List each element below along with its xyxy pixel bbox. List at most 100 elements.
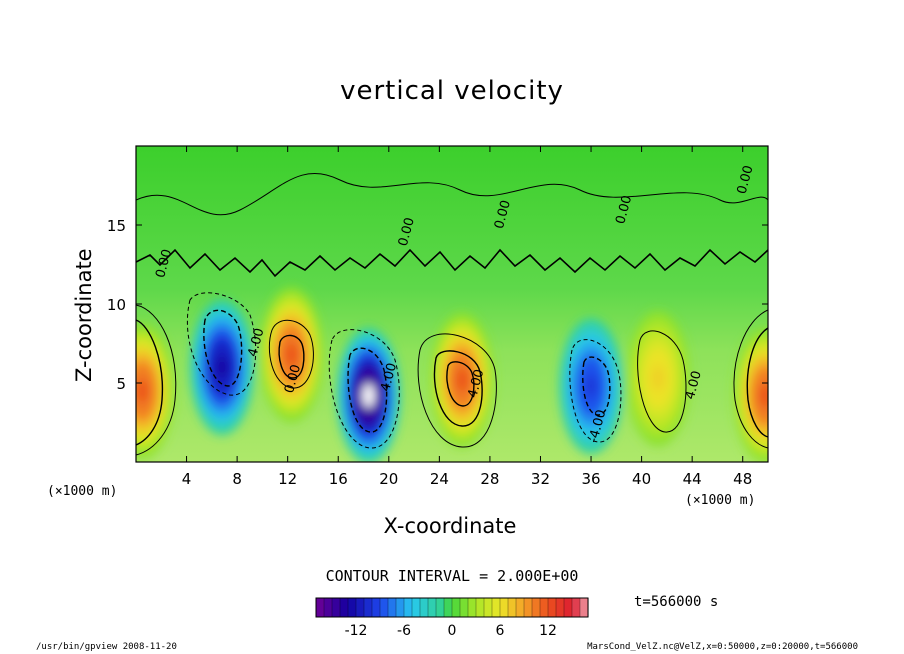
velocity-cell	[336, 327, 401, 462]
colorbar-swatch	[315, 597, 325, 618]
contour-lines	[136, 172, 768, 456]
contour-label: 4.00	[378, 361, 400, 393]
contour-line	[417, 333, 497, 448]
velocity-cell	[136, 322, 175, 459]
x-axis: 4 8 12 16 20 24 28 32 36 40 44 48	[182, 146, 752, 488]
colorbar-swatch	[515, 597, 525, 618]
chart-title: vertical velocity	[340, 76, 564, 106]
colorbar-swatch	[531, 597, 541, 618]
contour-line	[328, 329, 400, 449]
cell-core	[362, 383, 375, 408]
contour-label: 4.00	[683, 369, 705, 401]
contour-line	[637, 330, 687, 433]
contour-line	[582, 356, 611, 416]
colorbar-swatch	[571, 597, 581, 618]
contour-line	[268, 320, 314, 389]
x-tick-label: 12	[278, 470, 297, 488]
x-tick-label: 16	[329, 470, 348, 488]
x-tick-label: 24	[430, 470, 449, 488]
colorbar-swatch	[459, 597, 469, 618]
colorbar-swatch	[395, 597, 405, 618]
contour-line	[136, 319, 164, 446]
colorbar: -12 -6 0 6 12	[315, 597, 589, 639]
colorbar-swatch	[523, 597, 533, 618]
contour-line	[433, 350, 483, 427]
colorbar-swatch	[331, 597, 341, 618]
cell-core	[136, 378, 149, 403]
velocity-cell	[559, 318, 624, 455]
footer-program: /usr/bin/gpview 2008-11-20	[36, 642, 177, 652]
colorbar-tick-label: -6	[397, 623, 411, 639]
contour-line	[278, 334, 305, 379]
colorbar-frame	[315, 597, 589, 618]
plot-area	[136, 146, 768, 462]
x-tick-label: 36	[581, 470, 600, 488]
contour-line	[186, 292, 257, 396]
colorbar-swatch	[419, 597, 429, 618]
colorbar-swatch	[379, 597, 389, 618]
contour-label: 0.00	[492, 199, 514, 231]
contour-line	[136, 172, 768, 216]
cell-core	[759, 383, 768, 408]
contour-line	[203, 309, 243, 387]
y-axis-label: Z-coordinate	[72, 248, 96, 382]
colorbar-swatch	[563, 597, 573, 618]
y-tick-label: 15	[107, 217, 126, 235]
x-axis-label: X-coordinate	[383, 514, 517, 538]
colorbar-tick-label: 6	[496, 623, 505, 639]
contour-label: 0.00	[282, 363, 304, 395]
velocity-cell	[733, 327, 768, 462]
colorbar-swatch	[555, 597, 565, 618]
x-tick-label: 8	[232, 470, 242, 488]
colorbar-tick-label: 0	[448, 623, 457, 639]
x-axis-unit-left: (×1000 m)	[47, 484, 118, 499]
colorbar-swatch	[475, 597, 485, 618]
x-axis-unit-right: (×1000 m)	[685, 493, 756, 508]
time-label: t=566000 s	[634, 594, 719, 610]
velocity-cells	[136, 286, 768, 462]
colorbar-swatch	[411, 597, 421, 618]
velocity-cell	[626, 310, 691, 447]
cell-core	[215, 355, 228, 380]
contour-line	[569, 339, 622, 443]
contour-label: 4.00	[465, 368, 487, 400]
colorbar-swatch	[507, 597, 517, 618]
colorbar-swatch	[435, 597, 445, 618]
contour-label: 0.00	[396, 216, 418, 248]
y-tick-label: 5	[116, 375, 126, 393]
velocity-cell	[259, 286, 324, 423]
velocity-cell	[189, 299, 254, 436]
contour-label: 0.00	[735, 164, 757, 196]
colorbar-swatch	[499, 597, 509, 618]
colorbar-swatch	[347, 597, 357, 618]
colorbar-tick-label: -12	[345, 623, 368, 639]
colorbar-swatch	[323, 597, 333, 618]
colorbar-swatch	[443, 597, 453, 618]
x-tick-label: 4	[182, 470, 192, 488]
colorbar-swatch	[403, 597, 413, 618]
x-tick-label: 32	[531, 470, 550, 488]
footer-source: MarsCond_VelZ.nc@VelZ,x=0:50000,z=0:2000…	[587, 642, 858, 652]
colorbar-swatch	[387, 597, 397, 618]
cell-core	[585, 374, 598, 399]
contour-line	[746, 327, 768, 438]
x-tick-label: 44	[683, 470, 702, 488]
y-axis: 5 10 15	[107, 217, 768, 393]
colorbar-swatch	[339, 597, 349, 618]
cell-core	[652, 366, 665, 391]
colorbar-swatch	[371, 597, 381, 618]
x-tick-label: 28	[480, 470, 499, 488]
colorbar-swatch	[451, 597, 461, 618]
colorbar-swatch	[491, 597, 501, 618]
contour-interval-text: CONTOUR INTERVAL = 2.000E+00	[325, 567, 579, 585]
colorbar-tick-label: 12	[539, 623, 557, 639]
colorbar-swatch	[355, 597, 365, 618]
colorbar-swatch	[427, 597, 437, 618]
y-tick-label: 10	[107, 296, 126, 314]
contour-line	[446, 361, 475, 407]
contour-line	[136, 304, 177, 456]
x-tick-label: 40	[632, 470, 651, 488]
contour-line	[136, 248, 768, 278]
contour-label: 0.00	[613, 194, 635, 226]
